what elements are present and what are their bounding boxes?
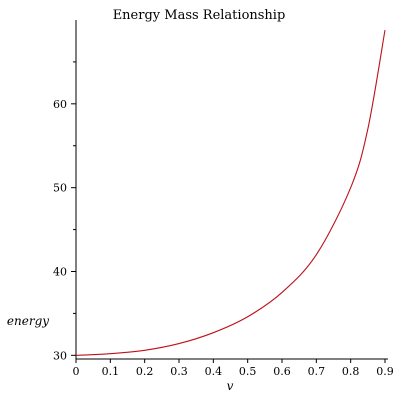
x-ticks: 0 0.1 0.2 0.3 0.4 0.5 0.6 0.7 0.8 0.9 xyxy=(73,359,394,378)
y-axis-label: energy xyxy=(7,314,49,328)
x-tick-label: 0.8 xyxy=(342,365,360,378)
x-tick-label: 0.7 xyxy=(308,365,326,378)
x-tick-label: 0 xyxy=(73,365,80,378)
y-tick-label: 30 xyxy=(53,349,67,362)
x-tick-label: 0.6 xyxy=(273,365,291,378)
x-tick-label: 0.3 xyxy=(170,365,188,378)
series-layer xyxy=(75,29,386,356)
y-tick-label: 50 xyxy=(53,182,67,195)
y-tick-label: 60 xyxy=(53,98,67,111)
series-line-0 xyxy=(75,29,386,356)
y-tick-label: 40 xyxy=(53,265,67,278)
x-tick-label: 0.9 xyxy=(376,365,394,378)
x-tick-label: 0.1 xyxy=(102,365,120,378)
x-tick-label: 0.4 xyxy=(205,365,223,378)
y-ticks: 30 40 50 60 xyxy=(53,61,76,362)
x-tick-label: 0.5 xyxy=(239,365,257,378)
x-axis-label: v xyxy=(227,379,234,393)
x-tick-label: 0.2 xyxy=(136,365,154,378)
chart-title: Energy Mass Relationship xyxy=(113,8,286,23)
